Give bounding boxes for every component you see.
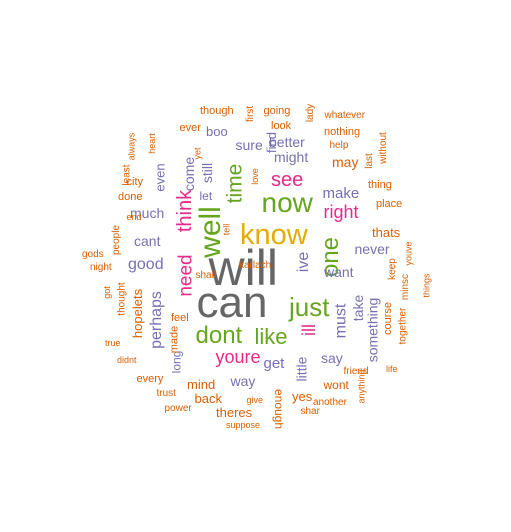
word-might: might bbox=[274, 149, 309, 165]
word-find: find bbox=[263, 131, 279, 153]
word-sure: sure bbox=[235, 137, 263, 153]
word-know: know bbox=[240, 218, 308, 251]
word-yes: yes bbox=[292, 388, 313, 404]
word-youve: youve bbox=[403, 240, 414, 266]
word-another: another bbox=[313, 397, 347, 408]
word-much: much bbox=[130, 205, 165, 221]
word-mind: mind bbox=[187, 376, 216, 392]
word-tell: tell bbox=[221, 223, 232, 235]
word-never: never bbox=[354, 241, 390, 257]
word-together: together bbox=[396, 307, 408, 345]
word-ill: ill bbox=[299, 324, 319, 336]
word-made: made bbox=[168, 325, 181, 353]
word-theres: theres bbox=[216, 404, 253, 420]
word-got: got bbox=[101, 285, 112, 299]
word-end: end bbox=[126, 211, 142, 222]
word-see: see bbox=[271, 169, 304, 191]
word-something: something bbox=[363, 297, 380, 363]
word-last: last bbox=[363, 153, 375, 169]
word-little: little bbox=[292, 356, 309, 382]
word-thing: thing bbox=[368, 178, 392, 191]
word-will: will bbox=[208, 240, 278, 296]
word-ive: ive bbox=[295, 251, 313, 273]
word-want: want bbox=[324, 264, 354, 280]
word-anything: anything bbox=[356, 368, 367, 404]
word-look: look bbox=[271, 119, 292, 132]
word-dont: dont bbox=[195, 322, 243, 349]
word-keep: keep bbox=[386, 258, 398, 280]
word-just: just bbox=[289, 292, 330, 322]
word-make: make bbox=[322, 184, 360, 202]
word-whatever: whatever bbox=[324, 110, 366, 121]
word-suppose: suppose bbox=[226, 419, 261, 430]
word-place: place bbox=[376, 197, 403, 210]
word-must: must bbox=[331, 303, 349, 339]
word-going: going bbox=[263, 104, 291, 117]
word-night: night bbox=[90, 262, 112, 273]
word-hopelets: hopelets bbox=[129, 288, 145, 338]
word-people: people bbox=[111, 224, 123, 256]
word-done: done bbox=[118, 190, 143, 203]
word-friend: friend bbox=[343, 366, 369, 377]
word-may: may bbox=[332, 154, 359, 170]
word-city: city bbox=[126, 175, 144, 188]
word-now: now bbox=[261, 187, 313, 218]
word-nothing: nothing bbox=[324, 125, 361, 138]
word-say: say bbox=[321, 350, 343, 366]
word-thought: thought bbox=[116, 282, 128, 316]
word-good: good bbox=[128, 256, 164, 273]
word-ever: ever bbox=[179, 121, 201, 134]
word-boo: boo bbox=[206, 123, 228, 139]
word-back: back bbox=[194, 390, 222, 406]
word-think: think bbox=[174, 189, 197, 233]
word-shall: shall bbox=[195, 270, 217, 281]
word-love: love bbox=[249, 167, 260, 185]
word-help: help bbox=[329, 140, 349, 151]
word-like: like bbox=[254, 324, 288, 349]
word-get: get bbox=[263, 354, 285, 372]
word-without: without bbox=[377, 132, 389, 164]
word-didnt: didnt bbox=[117, 354, 137, 365]
word-first: first bbox=[245, 105, 257, 123]
word-trust: trust bbox=[156, 388, 176, 399]
word-gods: gods bbox=[82, 249, 104, 260]
word-come: come bbox=[181, 156, 198, 192]
word-even: even bbox=[152, 162, 168, 192]
word-cant: cant bbox=[134, 233, 161, 249]
word-shar: shar bbox=[300, 406, 320, 417]
word-right: right bbox=[323, 202, 359, 222]
word-karlach: karlach bbox=[239, 260, 272, 271]
word-always: always bbox=[126, 132, 137, 160]
word-course: course bbox=[381, 301, 394, 335]
word-power: power bbox=[164, 403, 192, 414]
word-every: every bbox=[136, 372, 164, 385]
word-take: take bbox=[350, 294, 367, 322]
word-thats: thats bbox=[372, 224, 401, 240]
word-better: better bbox=[269, 134, 305, 150]
word-enough: enough bbox=[272, 388, 287, 430]
word-yet: yet bbox=[192, 146, 203, 160]
word-long: long bbox=[168, 350, 183, 374]
word-can: can bbox=[196, 278, 268, 327]
word-give: give bbox=[246, 394, 264, 405]
word-way: way bbox=[230, 373, 256, 389]
word-wont: wont bbox=[323, 378, 349, 392]
word-life: life bbox=[386, 363, 398, 374]
word-perhaps: perhaps bbox=[147, 291, 165, 349]
word-true: true bbox=[105, 337, 121, 348]
word-things: things bbox=[421, 272, 432, 298]
word-heart: heart bbox=[146, 132, 157, 154]
word-lady: lady bbox=[305, 103, 317, 123]
word-time: time bbox=[223, 163, 247, 203]
word-feel: feel bbox=[171, 311, 189, 324]
word-still: still bbox=[199, 162, 216, 184]
word-youre: youre bbox=[215, 347, 261, 367]
word-though: though bbox=[200, 104, 234, 117]
word-let: let bbox=[199, 189, 213, 203]
word-minsc: minsc bbox=[400, 273, 412, 301]
word-need: need bbox=[175, 253, 197, 297]
